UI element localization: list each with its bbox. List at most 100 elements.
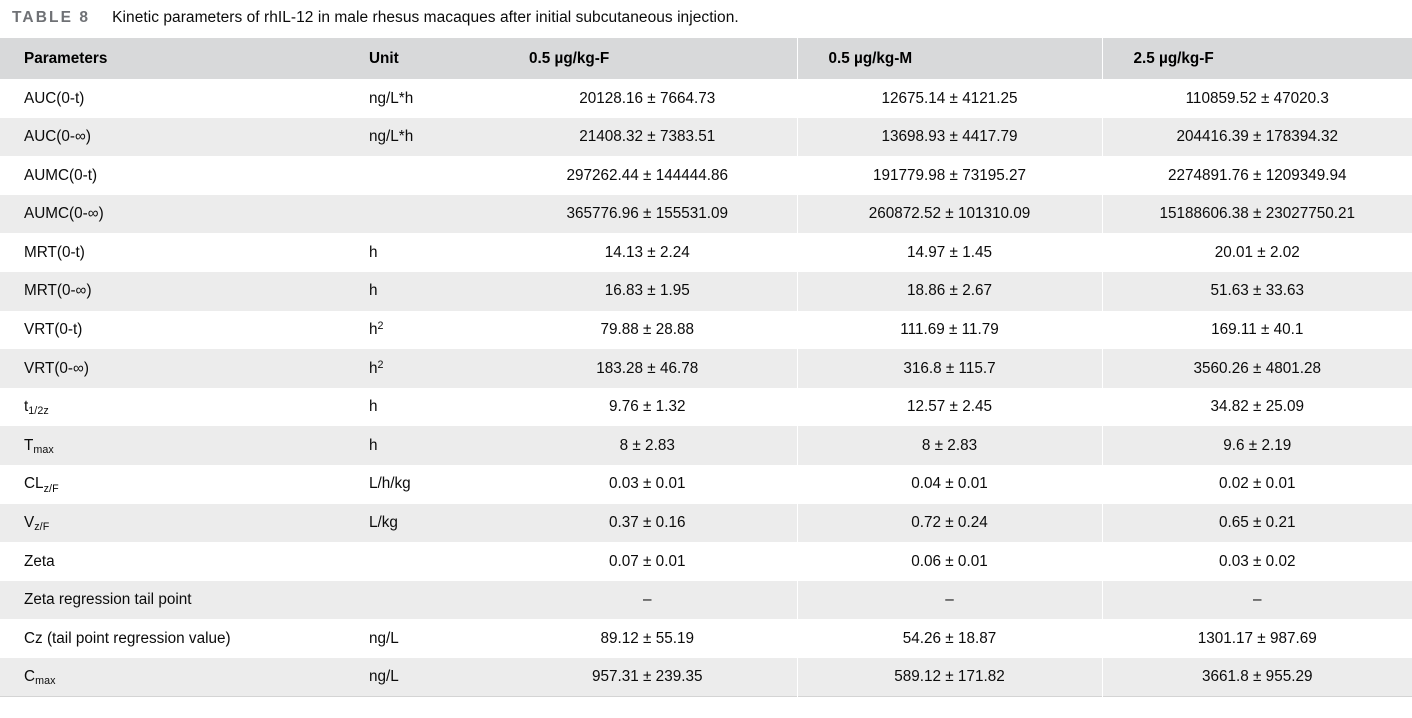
cell-value-dose-0.5-f: 20128.16 ± 7664.73 xyxy=(498,79,797,118)
cell-parameter: CLz/F xyxy=(0,464,368,504)
cell-value-dose-0.5-f: 89.12 ± 55.19 xyxy=(498,619,797,658)
cell-parameter: Zeta xyxy=(0,542,368,581)
column-header-parameters: Parameters xyxy=(0,38,368,79)
cell-value-dose-0.5-m: 589.12 ± 171.82 xyxy=(796,657,1102,697)
cell-value-dose-0.5-f: 16.83 ± 1.95 xyxy=(498,271,797,311)
cell-parameter: Zeta regression tail point xyxy=(0,580,368,620)
table-row: MRT(0-t) h 14.13 ± 2.24 14.97 ± 1.45 20.01 ±… xyxy=(0,233,1412,272)
table-row: MRT(0-∞) h 16.83 ± 1.95 18.86 ± 2.67 51.63 ±… xyxy=(0,271,1412,311)
cell-value-dose-2.5-f: 15188606.38 ± 23027750.21 xyxy=(1101,194,1412,234)
cell-value-dose-2.5-f: 1301.17 ± 987.69 xyxy=(1101,619,1412,658)
cell-value-dose-0.5-m: 316.8 ± 115.7 xyxy=(796,349,1102,388)
cell-parameter: Tmax xyxy=(0,426,368,465)
cell-unit: h2 xyxy=(368,310,498,350)
column-header-dose-2.5-f: 2.5 µg/kg-F xyxy=(1101,38,1412,79)
cell-unit: ng/L xyxy=(368,657,498,697)
table-row: Vz/F L/kg 0.37 ± 0.16 0.72 ± 0.24 0.65 ± 0.2… xyxy=(0,503,1412,543)
table-row: VRT(0-t) h2 79.88 ± 28.88 111.69 ± 11.79 169… xyxy=(0,310,1412,350)
cell-value-dose-0.5-f: 0.37 ± 0.16 xyxy=(498,503,797,543)
cell-value-dose-0.5-f: 21408.32 ± 7383.51 xyxy=(498,117,797,157)
table-row: Cmax ng/L 957.31 ± 239.35 589.12 ± 171.82 36… xyxy=(0,657,1412,697)
cell-value-dose-0.5-m: 18.86 ± 2.67 xyxy=(796,271,1102,311)
cell-value-dose-0.5-m: 111.69 ± 11.79 xyxy=(796,310,1102,350)
cell-value-dose-0.5-f: 8 ± 2.83 xyxy=(498,426,797,465)
column-header-dose-0.5-f: 0.5 µg/kg-F xyxy=(498,38,797,79)
cell-value-dose-0.5-f: 365776.96 ± 155531.09 xyxy=(498,194,797,234)
cell-value-dose-0.5-f: 957.31 ± 239.35 xyxy=(498,657,797,697)
table-row: Zeta regression tail point – – – xyxy=(0,580,1412,620)
table-row: Tmax h 8 ± 2.83 8 ± 2.83 9.6 ± 2.19 xyxy=(0,426,1412,465)
cell-parameter: Vz/F xyxy=(0,503,368,543)
cell-unit xyxy=(368,580,498,620)
table-caption-text: Kinetic parameters of rhIL-12 in male rh… xyxy=(112,9,739,26)
cell-parameter: MRT(0-∞) xyxy=(0,271,368,311)
cell-unit xyxy=(368,156,498,195)
cell-value-dose-0.5-f: 79.88 ± 28.88 xyxy=(498,310,797,350)
cell-value-dose-0.5-m: 12.57 ± 2.45 xyxy=(796,387,1102,427)
cell-value-dose-0.5-m: – xyxy=(796,580,1102,620)
cell-unit: h xyxy=(368,426,498,465)
cell-unit: L/kg xyxy=(368,503,498,543)
cell-parameter: AUC(0-∞) xyxy=(0,117,368,157)
table-row: t1/2z h 9.76 ± 1.32 12.57 ± 2.45 34.82 ± 25.… xyxy=(0,387,1412,427)
cell-value-dose-2.5-f: 0.03 ± 0.02 xyxy=(1101,542,1412,581)
cell-value-dose-2.5-f: 51.63 ± 33.63 xyxy=(1101,271,1412,311)
cell-value-dose-2.5-f: 110859.52 ± 47020.3 xyxy=(1101,79,1412,118)
cell-value-dose-0.5-m: 0.06 ± 0.01 xyxy=(796,542,1102,581)
cell-parameter: MRT(0-t) xyxy=(0,233,368,272)
column-header-dose-0.5-m: 0.5 µg/kg-M xyxy=(796,38,1102,79)
table-row: Zeta 0.07 ± 0.01 0.06 ± 0.01 0.03 ± 0.02 xyxy=(0,542,1412,581)
cell-parameter: VRT(0-t) xyxy=(0,310,368,350)
table-caption: TABLE 8 Kinetic parameters of rhIL-12 in… xyxy=(0,0,1412,38)
table-row: CLz/F L/h/kg 0.03 ± 0.01 0.04 ± 0.01 0.02 ± … xyxy=(0,464,1412,504)
cell-value-dose-0.5-m: 54.26 ± 18.87 xyxy=(796,619,1102,658)
table-header: Parameters Unit 0.5 µg/kg-F 0.5 µg/kg-M … xyxy=(0,38,1412,79)
table-row: Cz (tail point regression value) ng/L 89.1… xyxy=(0,619,1412,658)
kinetic-parameters-table: Parameters Unit 0.5 µg/kg-F 0.5 µg/kg-M … xyxy=(0,38,1412,697)
cell-value-dose-0.5-f: – xyxy=(498,580,797,620)
cell-value-dose-0.5-f: 297262.44 ± 144444.86 xyxy=(498,156,797,195)
cell-value-dose-0.5-m: 13698.93 ± 4417.79 xyxy=(796,117,1102,157)
cell-value-dose-2.5-f: 0.02 ± 0.01 xyxy=(1101,464,1412,504)
table-row: VRT(0-∞) h2 183.28 ± 46.78 316.8 ± 115.7 356… xyxy=(0,349,1412,388)
cell-value-dose-0.5-m: 191779.98 ± 73195.27 xyxy=(796,156,1102,195)
cell-value-dose-0.5-m: 260872.52 ± 101310.09 xyxy=(796,194,1102,234)
cell-value-dose-2.5-f: 20.01 ± 2.02 xyxy=(1101,233,1412,272)
cell-value-dose-0.5-f: 0.07 ± 0.01 xyxy=(498,542,797,581)
cell-unit: h2 xyxy=(368,349,498,388)
cell-unit: h xyxy=(368,387,498,427)
table-number-label: TABLE 8 xyxy=(12,9,91,26)
table-row: AUMC(0-∞) 365776.96 ± 155531.09 260872.52 … xyxy=(0,194,1412,234)
cell-value-dose-0.5-m: 12675.14 ± 4121.25 xyxy=(796,79,1102,118)
cell-value-dose-2.5-f: 2274891.76 ± 1209349.94 xyxy=(1101,156,1412,195)
cell-parameter: AUMC(0-t) xyxy=(0,156,368,195)
table-body: AUC(0-t) ng/L*h 20128.16 ± 7664.73 12675.14… xyxy=(0,79,1412,697)
cell-value-dose-0.5-m: 8 ± 2.83 xyxy=(796,426,1102,465)
table-row: AUC(0-t) ng/L*h 20128.16 ± 7664.73 12675.14… xyxy=(0,79,1412,118)
cell-parameter: Cmax xyxy=(0,657,368,697)
cell-unit: h xyxy=(368,233,498,272)
table-row: AUC(0-∞) ng/L*h 21408.32 ± 7383.51 13698.93… xyxy=(0,117,1412,157)
cell-value-dose-0.5-f: 9.76 ± 1.32 xyxy=(498,387,797,427)
cell-parameter: t1/2z xyxy=(0,387,368,427)
cell-value-dose-0.5-f: 14.13 ± 2.24 xyxy=(498,233,797,272)
cell-parameter: AUC(0-t) xyxy=(0,79,368,118)
cell-value-dose-2.5-f: 0.65 ± 0.21 xyxy=(1101,503,1412,543)
cell-value-dose-2.5-f: 204416.39 ± 178394.32 xyxy=(1101,117,1412,157)
cell-unit: L/h/kg xyxy=(368,464,498,504)
cell-value-dose-0.5-m: 0.04 ± 0.01 xyxy=(796,464,1102,504)
cell-value-dose-2.5-f: 9.6 ± 2.19 xyxy=(1101,426,1412,465)
cell-unit: ng/L*h xyxy=(368,79,498,118)
cell-value-dose-2.5-f: 34.82 ± 25.09 xyxy=(1101,387,1412,427)
cell-parameter: VRT(0-∞) xyxy=(0,349,368,388)
cell-value-dose-0.5-m: 0.72 ± 0.24 xyxy=(796,503,1102,543)
cell-value-dose-2.5-f: 3661.8 ± 955.29 xyxy=(1101,657,1412,697)
cell-unit: h xyxy=(368,271,498,311)
cell-unit: ng/L xyxy=(368,619,498,658)
cell-value-dose-0.5-f: 183.28 ± 46.78 xyxy=(498,349,797,388)
cell-parameter: Cz (tail point regression value) xyxy=(0,619,368,658)
table-row: AUMC(0-t) 297262.44 ± 144444.86 191779.98 … xyxy=(0,156,1412,195)
cell-unit xyxy=(368,194,498,234)
cell-value-dose-0.5-f: 0.03 ± 0.01 xyxy=(498,464,797,504)
